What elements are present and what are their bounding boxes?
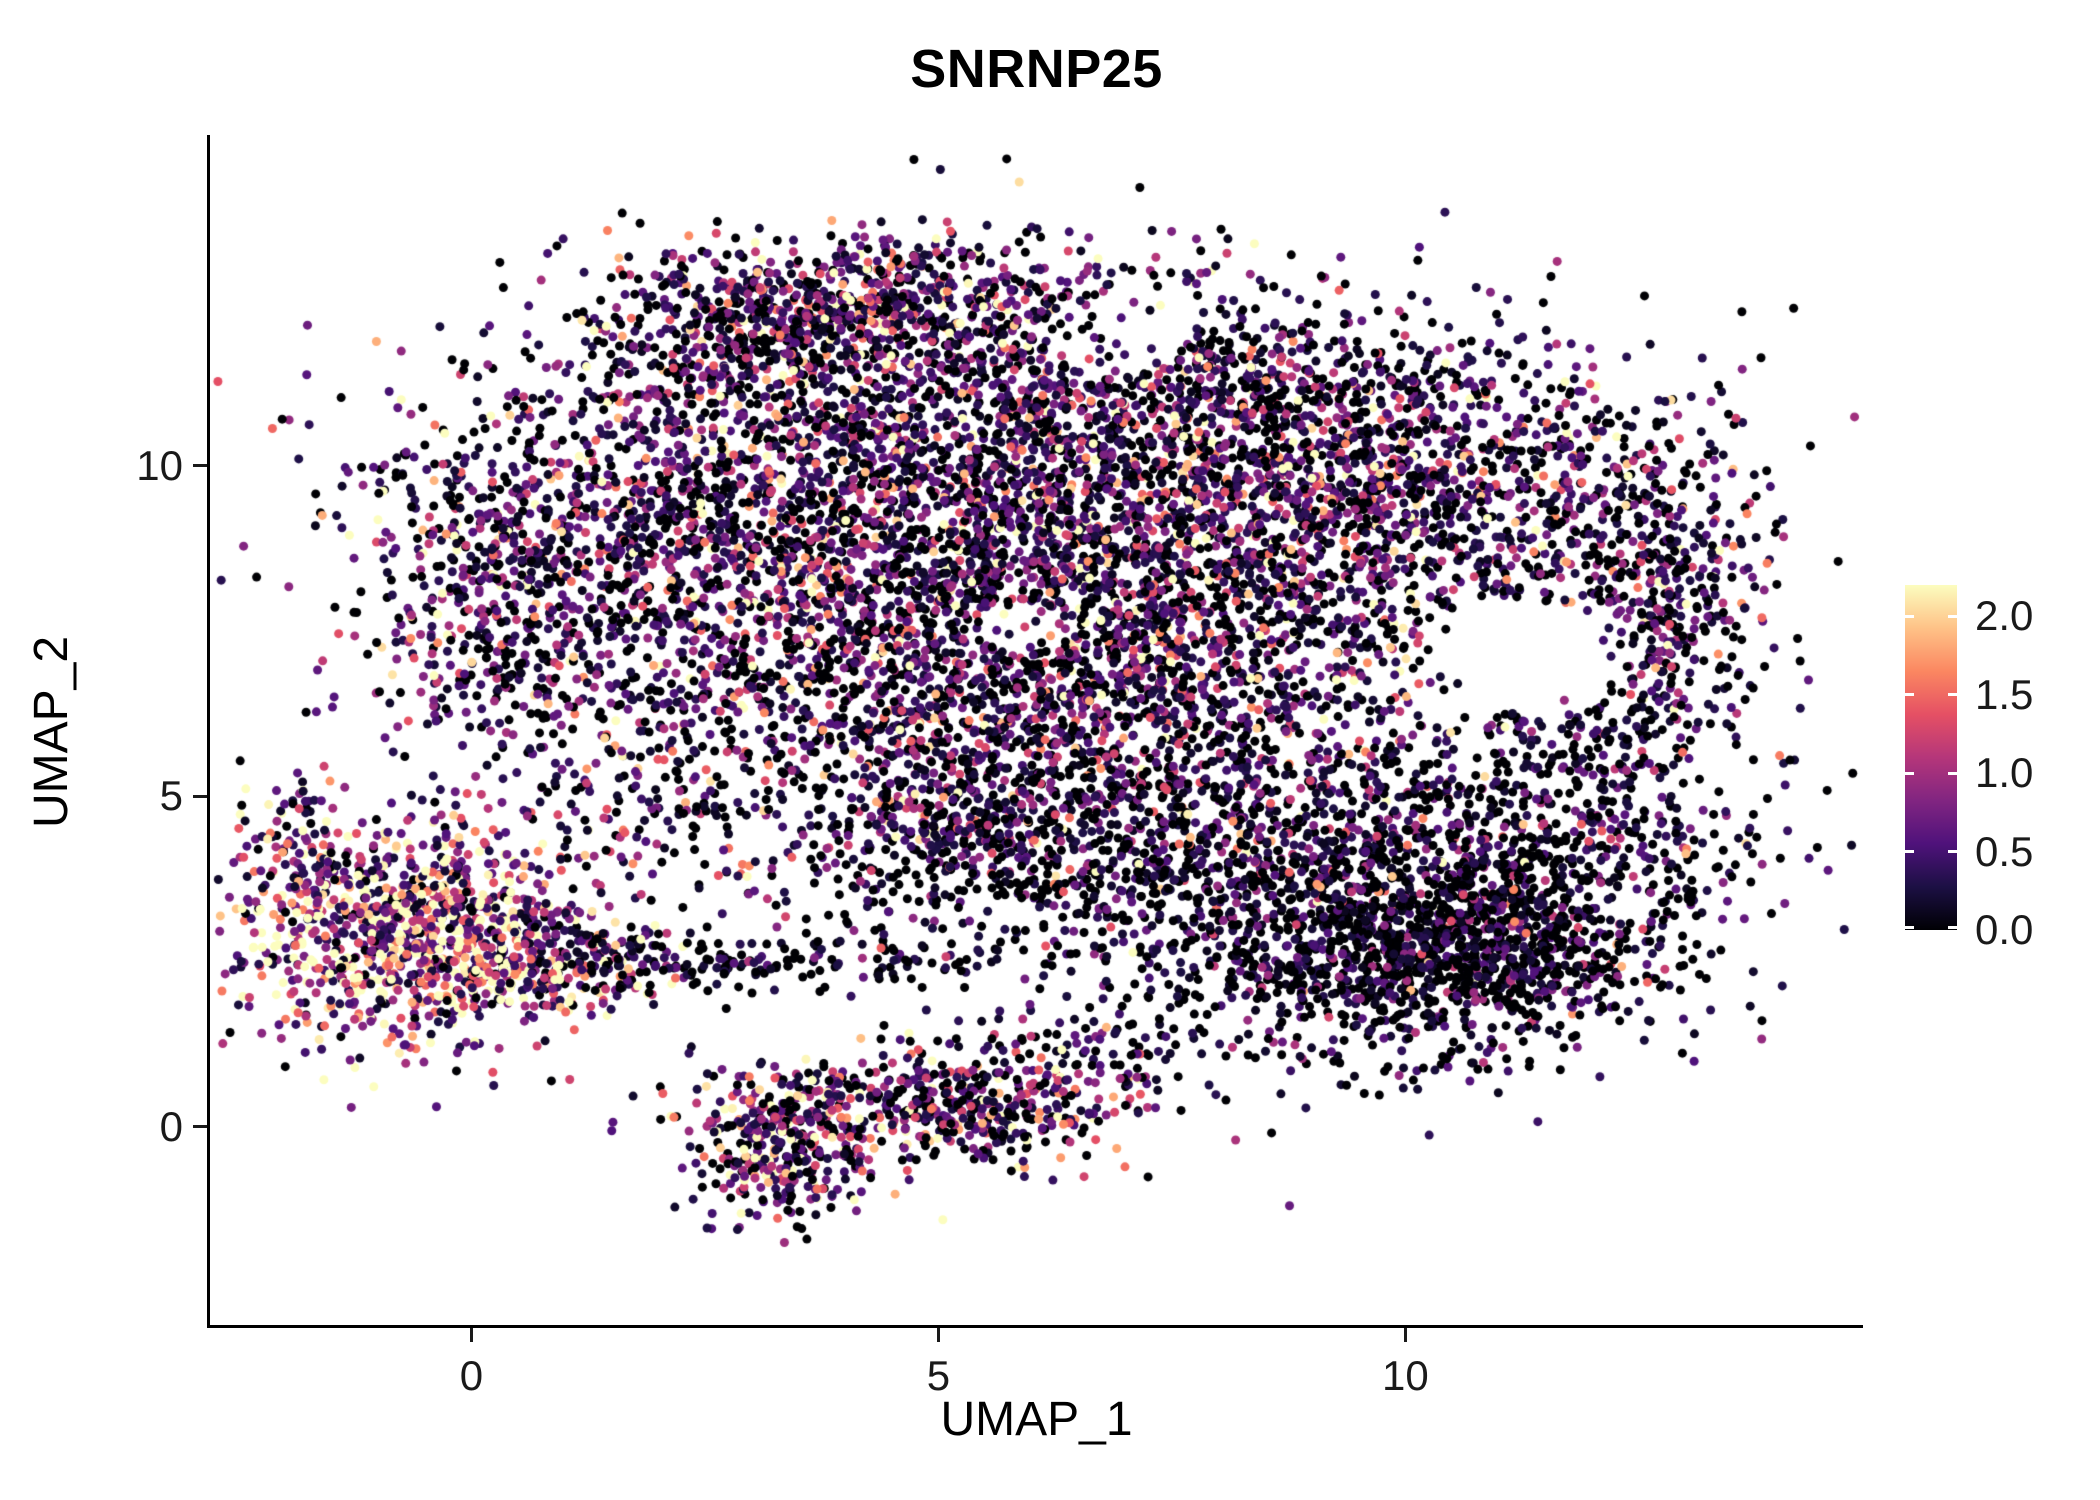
y-tick-mark: [193, 1125, 207, 1129]
legend-tick-mark: [1948, 850, 1957, 854]
x-axis-label: UMAP_1: [940, 1393, 1133, 1446]
legend-tick-mark: [1905, 771, 1914, 775]
legend-tick-mark: [1905, 693, 1914, 697]
legend-tick-mark: [1905, 614, 1914, 618]
chart-title: SNRNP25: [910, 39, 1163, 99]
legend-tick-label: 1.5: [1975, 670, 2034, 718]
legend-tick-label: 1.0: [1975, 749, 2034, 797]
y-tick-label: 0: [159, 1102, 183, 1150]
legend-tick-mark: [1905, 925, 1914, 929]
x-tick-mark: [469, 1328, 473, 1342]
x-axis-line: [207, 1325, 1863, 1328]
y-tick-mark: [193, 464, 207, 468]
x-tick-mark: [1403, 1328, 1407, 1342]
x-tick-label: 5: [926, 1352, 951, 1399]
legend-tick-mark: [1948, 614, 1957, 618]
y-tick-label: 5: [159, 772, 183, 820]
legend-tick-mark: [1948, 771, 1957, 775]
x-tick-label: 10: [1382, 1352, 1429, 1399]
x-tick-label: 0: [459, 1352, 484, 1399]
y-axis-label: UMAP_2: [25, 635, 78, 829]
y-tick-label: 10: [136, 441, 183, 489]
legend-tick-mark: [1905, 850, 1914, 854]
x-tick-mark: [936, 1328, 940, 1342]
legend-tick-label: 0.0: [1975, 906, 2034, 953]
legend-tick-label: 0.5: [1975, 827, 2034, 875]
legend-tick-mark: [1948, 925, 1957, 929]
legend-colorbar: [1905, 585, 1957, 930]
legend-tick-label: 2.0: [1975, 592, 2034, 640]
y-tick-mark: [193, 794, 207, 798]
legend-tick-mark: [1948, 693, 1957, 697]
y-axis-line: [207, 135, 210, 1328]
